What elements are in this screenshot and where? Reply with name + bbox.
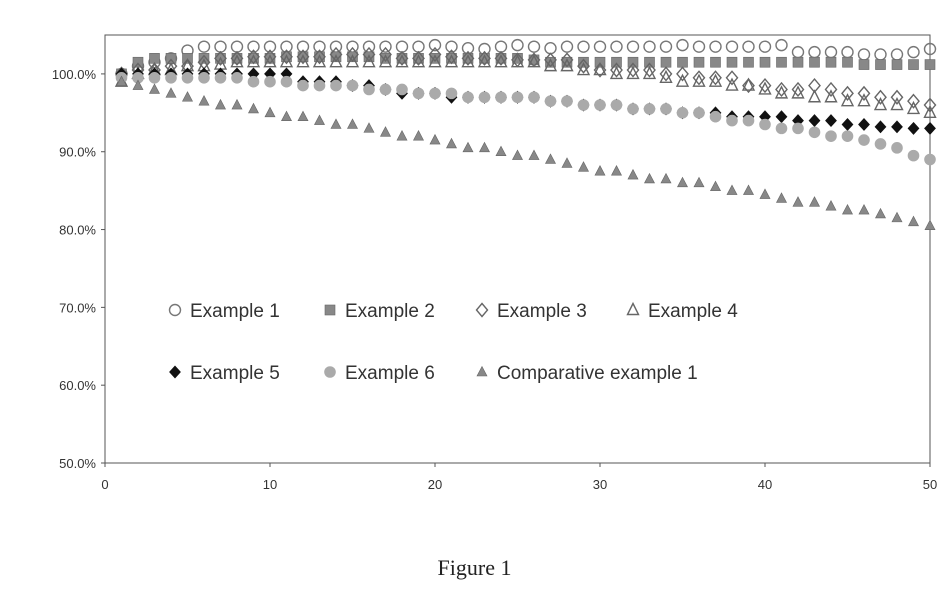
y-axis: 50.0% 60.0% 70.0% 80.0% 90.0% 100.0% — [52, 67, 105, 471]
data-point — [876, 60, 886, 70]
data-point — [760, 119, 771, 130]
data-point — [677, 107, 688, 118]
data-point — [678, 57, 688, 67]
y-tick-label: 70.0% — [59, 300, 96, 315]
data-point — [199, 72, 210, 83]
data-point — [281, 76, 292, 87]
y-tick-label: 60.0% — [59, 378, 96, 393]
data-point — [644, 103, 655, 114]
data-point — [694, 57, 704, 67]
data-point — [661, 103, 672, 114]
data-point — [149, 72, 160, 83]
y-tick-label: 50.0% — [59, 456, 96, 471]
data-point — [810, 57, 820, 67]
data-point — [150, 53, 160, 63]
legend-label: Comparative example 1 — [497, 363, 698, 384]
data-point — [908, 150, 919, 161]
legend-marker — [325, 305, 335, 315]
x-tick-label: 20 — [428, 477, 442, 492]
legend-marker — [325, 367, 336, 378]
x-axis: 0 10 20 30 40 50 — [101, 463, 937, 492]
data-point — [413, 88, 424, 99]
data-point — [595, 100, 606, 111]
legend-label: Example 3 — [497, 301, 587, 322]
legend-label: Example 4 — [648, 301, 738, 322]
data-point — [133, 57, 143, 67]
legend-label: Example 6 — [345, 363, 435, 384]
data-point — [545, 96, 556, 107]
data-point — [925, 154, 936, 165]
legend-label: Example 5 — [190, 363, 280, 384]
data-point — [611, 100, 622, 111]
data-point — [776, 123, 787, 134]
data-point — [892, 60, 902, 70]
data-point — [777, 57, 787, 67]
data-point — [380, 84, 391, 95]
x-tick-label: 10 — [263, 477, 277, 492]
data-point — [512, 92, 523, 103]
data-point — [711, 57, 721, 67]
data-point — [760, 57, 770, 67]
data-point — [265, 76, 276, 87]
y-tick-label: 90.0% — [59, 145, 96, 160]
x-tick-label: 50 — [923, 477, 937, 492]
data-point — [430, 88, 441, 99]
data-point — [628, 103, 639, 114]
data-point — [727, 57, 737, 67]
data-point — [479, 92, 490, 103]
x-tick-label: 0 — [101, 477, 108, 492]
data-point — [182, 72, 193, 83]
data-point — [397, 84, 408, 95]
data-point — [298, 80, 309, 91]
data-point — [628, 57, 638, 67]
data-point — [826, 131, 837, 142]
data-point — [925, 60, 935, 70]
data-point — [809, 127, 820, 138]
data-point — [248, 76, 259, 87]
x-tick-label: 40 — [758, 477, 772, 492]
data-point — [694, 107, 705, 118]
data-point — [578, 100, 589, 111]
data-point — [215, 72, 226, 83]
data-point — [232, 72, 243, 83]
data-point — [347, 80, 358, 91]
y-tick-label: 100.0% — [52, 67, 97, 82]
data-point — [496, 92, 507, 103]
data-point — [166, 53, 176, 63]
data-point — [892, 142, 903, 153]
figure-caption: Figure 1 — [0, 555, 949, 581]
y-tick-label: 80.0% — [59, 223, 96, 238]
data-point — [645, 57, 655, 67]
data-point — [331, 80, 342, 91]
data-point — [612, 57, 622, 67]
data-point — [909, 60, 919, 70]
data-point — [463, 92, 474, 103]
data-point — [744, 57, 754, 67]
data-point — [859, 135, 870, 146]
data-point — [842, 131, 853, 142]
data-point — [875, 138, 886, 149]
data-point — [314, 80, 325, 91]
data-point — [446, 88, 457, 99]
data-point — [661, 57, 671, 67]
data-point — [727, 115, 738, 126]
data-point — [743, 115, 754, 126]
data-point — [793, 123, 804, 134]
x-tick-label: 30 — [593, 477, 607, 492]
data-point — [859, 60, 869, 70]
data-point — [364, 84, 375, 95]
data-point — [529, 92, 540, 103]
data-point — [710, 111, 721, 122]
data-point — [843, 57, 853, 67]
data-point — [562, 96, 573, 107]
data-point — [166, 72, 177, 83]
legend-item: Comparative example 1 — [477, 363, 698, 384]
data-point — [826, 57, 836, 67]
legend-label: Example 1 — [190, 301, 280, 322]
data-point — [793, 57, 803, 67]
legend-label: Example 2 — [345, 301, 435, 322]
